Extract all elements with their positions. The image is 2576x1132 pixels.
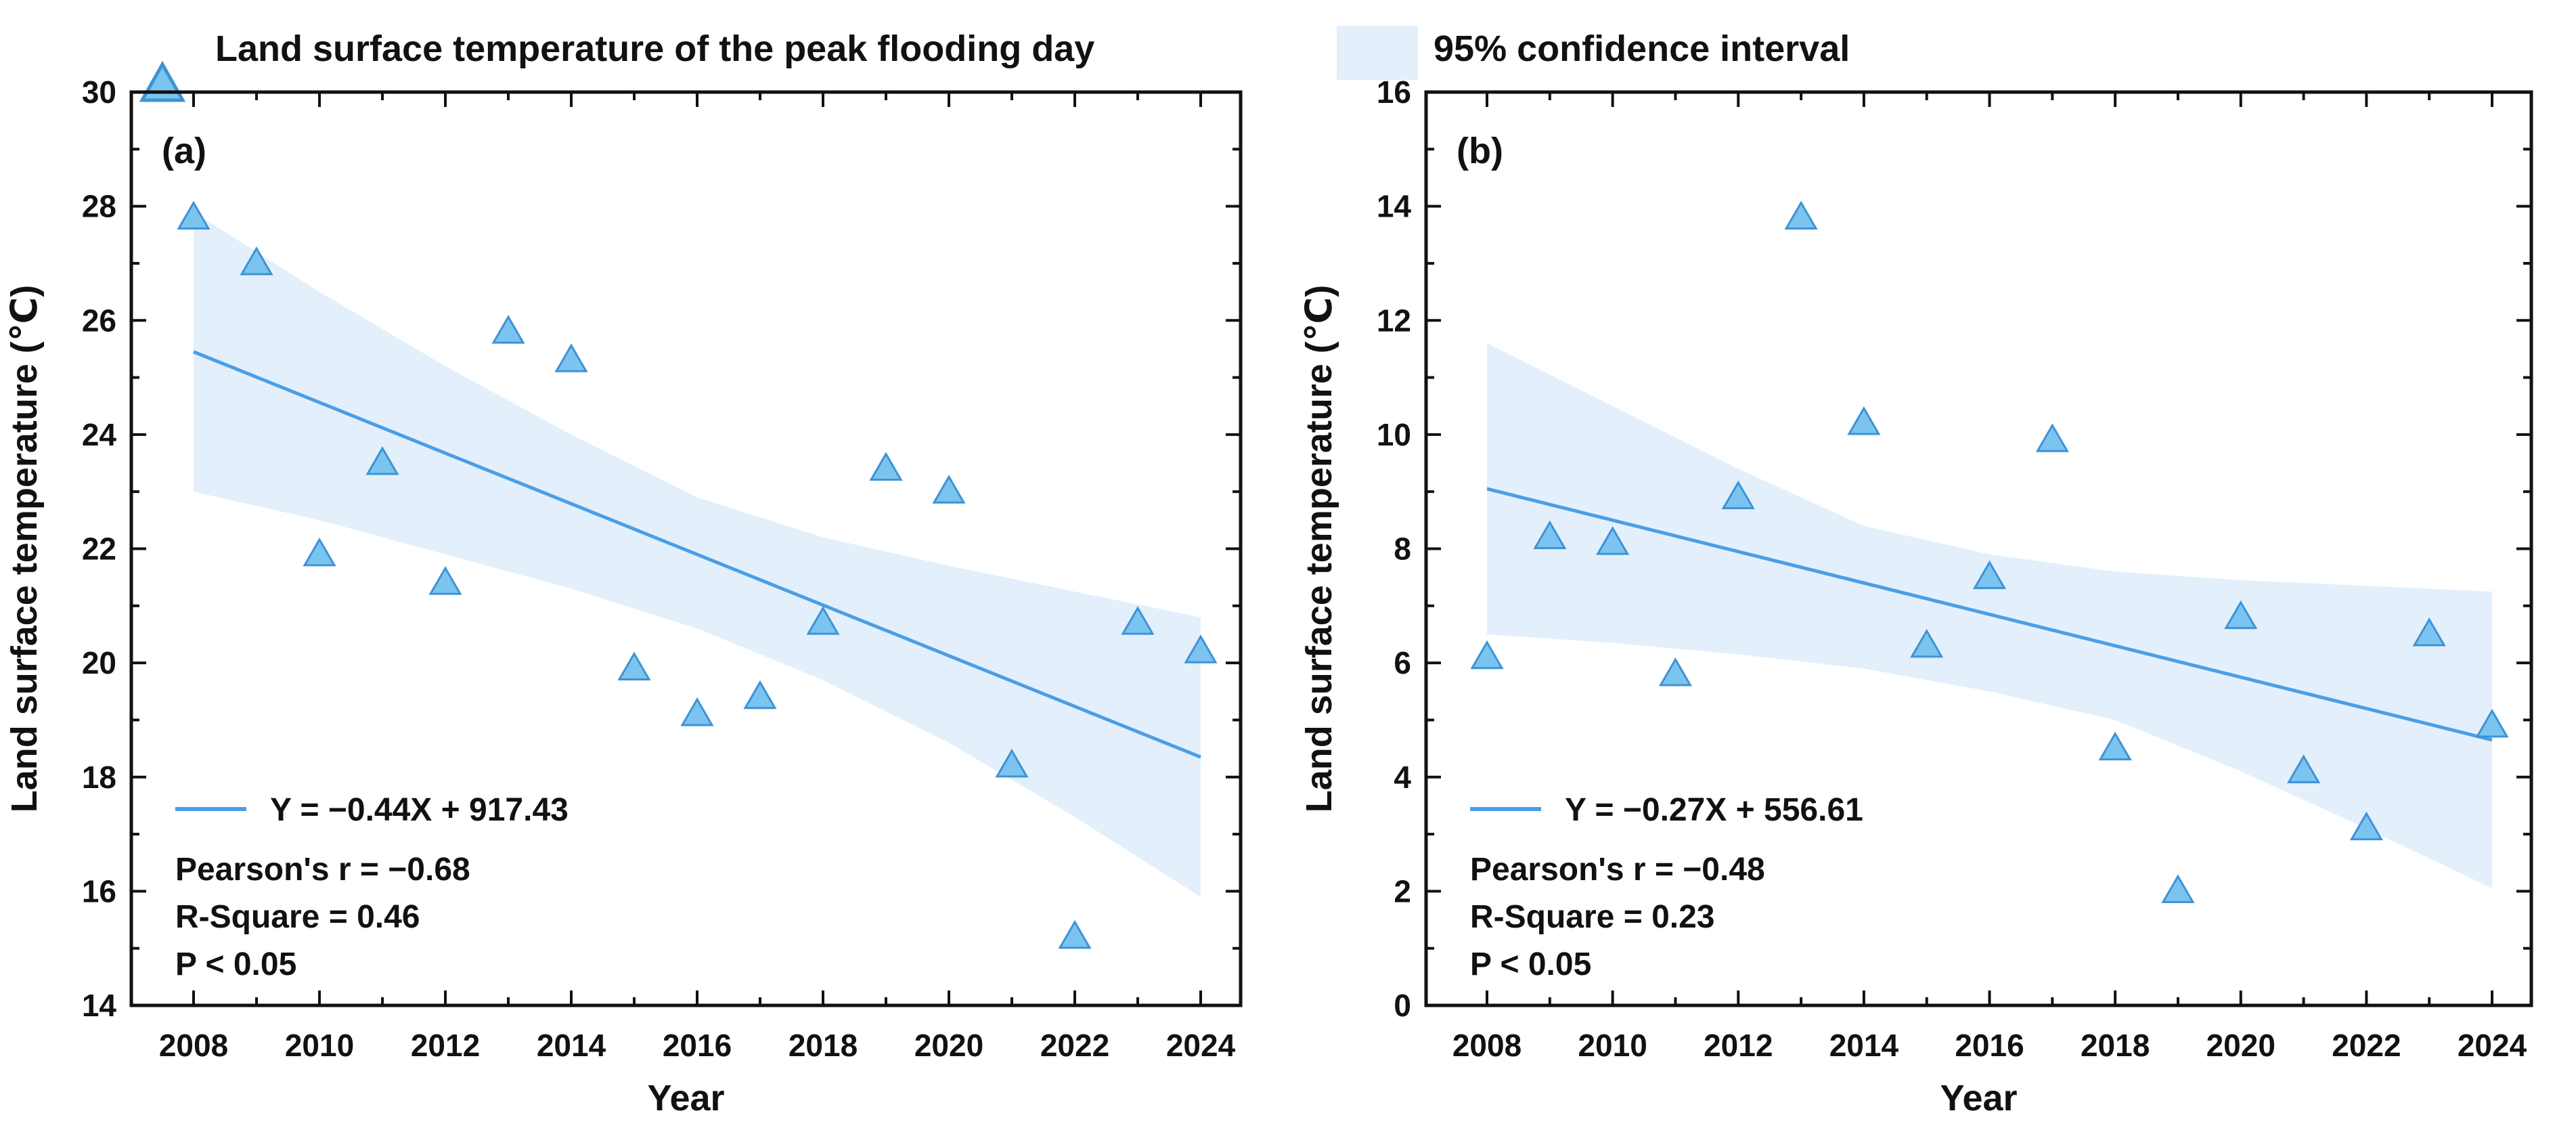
x-tick-label: 2012 [1704,1028,1773,1063]
data-point-2020 [932,475,966,504]
data-point-2022 [2349,811,2383,841]
r-square: R-Square = 0.23 [1470,899,1715,935]
x-tick-label: 2018 [2081,1028,2150,1063]
data-point-2008 [177,200,210,230]
panel-a: 2008 2010 2012 2014 2016 2018 2020 2022 20241416… [4,74,1243,1118]
panel-label: (a) [162,131,206,171]
data-point-2017 [743,680,777,710]
data-point-2019 [2161,874,2195,903]
y-tick-label: 10 [1377,417,1411,452]
data-point-2021 [995,748,1029,778]
data-point-2012 [1721,480,1755,510]
data-point-2009 [1533,520,1567,550]
y-tick-label: 4 [1394,760,1411,795]
fit-equation: Y = −0.27X + 556.61 [1565,792,1863,828]
x-tick-label: 2022 [1040,1028,1109,1063]
data-point-2023 [2412,617,2446,647]
y-tick-label: 2 [1394,873,1411,909]
data-point-2023 [1121,606,1155,635]
data-point-2020 [2224,600,2258,630]
y-tick-label: 16 [1377,74,1411,110]
x-tick-label: 2008 [159,1028,228,1063]
regression-line [1486,487,2493,742]
y-tick-label: 22 [82,531,116,567]
data-point-2009 [240,246,273,276]
legend-band-swatch [1337,26,1418,80]
regression-line [193,350,1201,759]
y-tick-label: 0 [1394,988,1411,1023]
data-point-2015 [617,651,651,681]
fit-equation: Y = −0.44X + 917.43 [270,792,569,828]
x-axis-label: Year [647,1078,724,1118]
x-tick-label: 2018 [789,1028,858,1063]
x-tick-label: 2022 [2332,1028,2401,1063]
x-tick-label: 2008 [1452,1028,1522,1063]
data-point-2008 [1470,640,1504,670]
x-tick-label: 2024 [1166,1028,1236,1063]
data-point-2022 [1058,919,1092,949]
y-tick-label: 14 [1377,189,1412,224]
data-point-2019 [869,452,903,481]
y-tick-label: 12 [1377,303,1411,338]
data-point-2011 [1658,657,1693,687]
data-point-2014 [554,343,588,372]
pearson-r: Pearson's r = −0.48 [1470,852,1765,888]
data-point-2016 [1972,560,2007,590]
y-tick-label: 28 [82,189,116,224]
data-point-2018 [2098,731,2132,761]
x-tick-label: 2016 [1955,1028,2024,1063]
data-point-2014 [1847,406,1881,435]
data-point-2024 [2475,708,2509,738]
y-tick-label: 26 [82,303,116,338]
x-tick-label: 2016 [663,1028,732,1063]
panel-label: (b) [1457,131,1503,171]
y-tick-label: 20 [82,645,116,680]
x-tick-label: 2010 [285,1028,354,1063]
panel-b: 2008 2010 2012 2014 2016 2018 2020 2022 2024 0 2 4 6… [1299,74,2533,1118]
data-point-2021 [2286,754,2321,783]
data-point-2016 [680,697,714,726]
p-value: P < 0.05 [175,946,296,982]
r-square: R-Square = 0.46 [175,899,420,935]
x-tick-label: 2012 [411,1028,480,1063]
data-point-2013 [491,315,525,344]
data-point-2013 [1784,200,1818,230]
y-tick-label: 6 [1394,645,1411,680]
data-point-2018 [806,606,840,635]
legend-triangle-marker-icon [139,60,186,102]
x-tick-label: 2014 [1829,1028,1899,1063]
data-point-2015 [1910,628,1944,658]
legend-marker-label: Land surface temperature of the peak flo… [215,28,1094,69]
y-tick-label: 30 [82,74,116,110]
pearson-r: Pearson's r = −0.68 [175,852,470,888]
x-tick-label: 2020 [914,1028,983,1063]
y-axis-label: Land surface temperature (℃) [4,285,45,813]
legend: Land surface temperature of the peak flo… [139,26,1850,102]
data-point-2024 [1184,634,1218,663]
p-value: P < 0.05 [1470,946,1591,982]
x-tick-label: 2010 [1578,1028,1647,1063]
x-tick-label: 2024 [2458,1028,2527,1063]
data-point-2011 [365,446,399,475]
y-tick-label: 16 [82,873,116,909]
data-point-2010 [303,537,336,567]
x-tick-label: 2020 [2206,1028,2275,1063]
data-point-2012 [428,566,462,595]
data-point-2017 [2035,423,2069,452]
x-axis-label: Year [1940,1078,2017,1118]
y-axis-label: Land surface temperature (℃) [1299,285,1339,813]
y-tick-label: 14 [82,988,117,1023]
y-tick-label: 18 [82,760,116,795]
data-point-2010 [1596,526,1630,555]
legend-band-label: 95% confidence interval [1434,28,1850,69]
y-tick-label: 24 [82,417,117,452]
x-tick-label: 2014 [537,1028,606,1063]
y-tick-label: 8 [1394,531,1411,567]
